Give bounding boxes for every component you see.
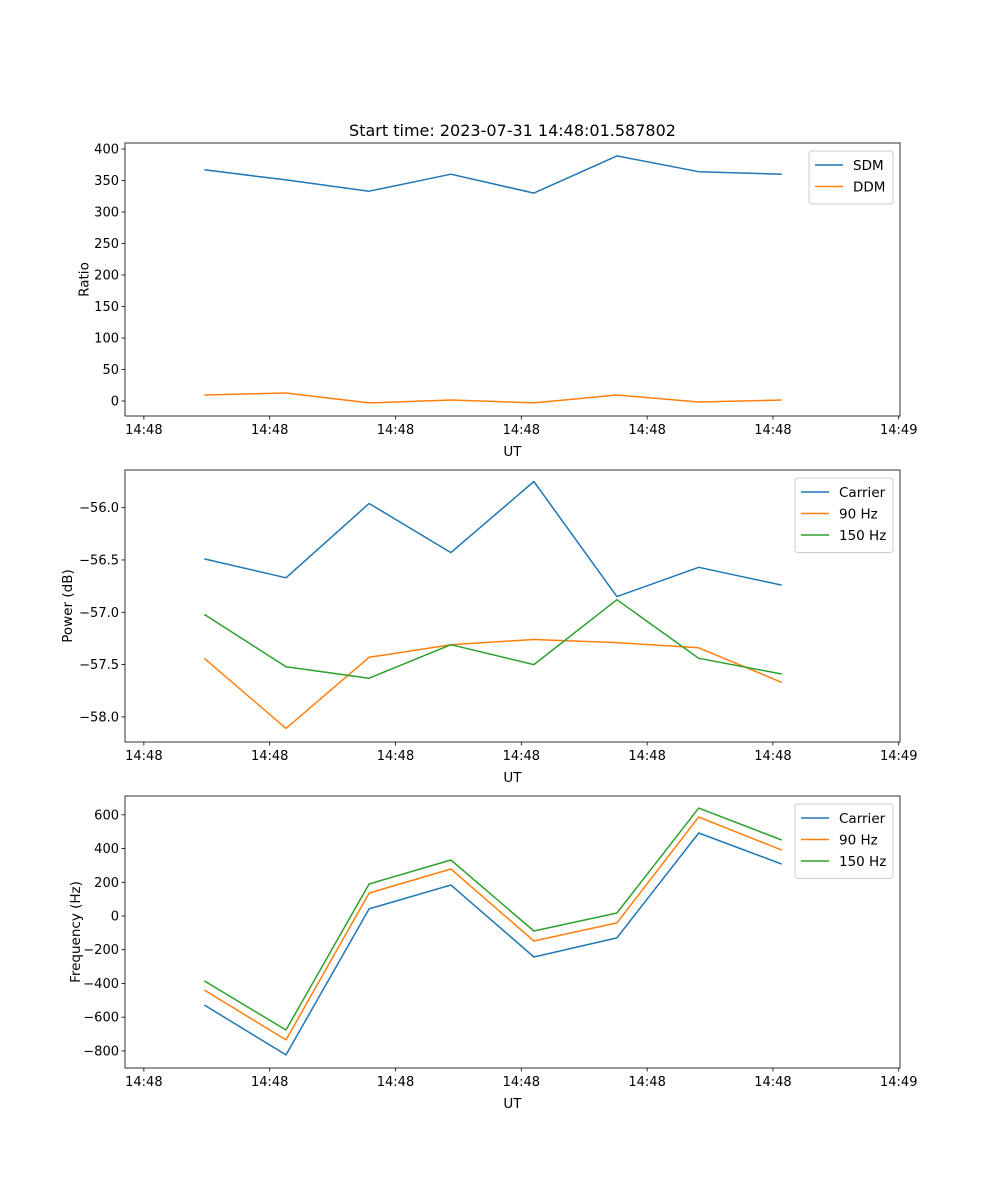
x-tick-label: 14:49 <box>880 423 917 438</box>
x-tick-label: 14:48 <box>125 749 162 764</box>
y-tick-label: −57.0 <box>79 606 119 621</box>
y-tick-label: −200 <box>83 943 119 958</box>
legend-box <box>794 803 894 879</box>
legend-label: DDM <box>853 180 885 196</box>
x-tick-label: 14:48 <box>503 1075 540 1090</box>
y-tick-label: 350 <box>94 174 119 189</box>
series-line-90-hz <box>203 816 782 1041</box>
x-tick-label: 14:48 <box>503 749 540 764</box>
y-tick-label: −400 <box>83 977 119 992</box>
y-tick-label: 300 <box>94 205 119 220</box>
legend-label: Carrier <box>839 485 886 501</box>
x-tick-label: 14:48 <box>377 749 414 764</box>
legend-label: 150 Hz <box>839 854 886 870</box>
y-tick-label: 400 <box>94 842 119 857</box>
y-tick-label: 400 <box>94 142 119 157</box>
y-tick-label: 600 <box>94 808 119 823</box>
legend: Carrier 90 Hz 150 Hz <box>794 477 894 553</box>
legend-label: 90 Hz <box>839 507 878 523</box>
x-tick-label: 14:48 <box>251 423 288 438</box>
x-axis-label: UT <box>503 1096 522 1112</box>
y-tick-label: 200 <box>94 268 119 283</box>
y-tick-label: 0 <box>111 909 119 924</box>
x-tick-label: 14:48 <box>377 1075 414 1090</box>
legend: Carrier 90 Hz 150 Hz <box>794 803 894 879</box>
x-tick-label: 14:48 <box>251 749 288 764</box>
subplot-3: 14:48 14:48 14:48 14:48 14:48 14:48 14:49 UT −80… <box>68 795 917 1112</box>
x-tick-label: 14:48 <box>377 423 414 438</box>
y-axis-label: Ratio <box>76 262 92 297</box>
x-tick-label: 14:48 <box>754 1075 791 1090</box>
legend-label: 150 Hz <box>839 528 886 544</box>
y-tick-label: 50 <box>102 363 119 378</box>
legend-label: SDM <box>853 158 884 174</box>
y-tick-label: 100 <box>94 332 119 347</box>
subplot-2: 14:48 14:48 14:48 14:48 14:48 14:48 14:49 UT −58… <box>60 469 917 786</box>
x-tick-label: 14:49 <box>880 749 917 764</box>
chart-title: Start time: 2023-07-31 14:48:01.587802 <box>349 121 676 140</box>
y-tick-label: 200 <box>94 876 119 891</box>
y-tick-label: 250 <box>94 237 119 252</box>
x-tick-label: 14:48 <box>251 1075 288 1090</box>
y-tick-label: 0 <box>111 395 119 410</box>
y-tick-label: 150 <box>94 300 119 315</box>
axes-frame <box>124 469 901 743</box>
legend: SDM DDM <box>808 150 894 205</box>
x-tick-label: 14:49 <box>880 1075 917 1090</box>
subplot-1: 14:48 14:48 14:48 14:48 14:48 14:48 14:49 UT 0 50… <box>76 142 917 460</box>
x-axis-label: UT <box>503 444 522 460</box>
axes-frame <box>124 142 901 417</box>
series-line-150-hz <box>203 598 782 679</box>
legend-box <box>794 477 894 553</box>
x-axis-label: UT <box>503 770 522 786</box>
x-tick-label: 14:48 <box>754 423 791 438</box>
series-line-carrier <box>204 480 782 598</box>
y-tick-label: −58.0 <box>79 710 119 725</box>
y-tick-label: −56.0 <box>79 501 119 516</box>
y-axis-label: Power (dB) <box>60 569 76 642</box>
y-tick-label: −57.5 <box>79 658 119 673</box>
series-line-sdm <box>204 155 782 194</box>
subplots: 14:48 14:48 14:48 14:48 14:48 14:48 14:49 UT 0 50… <box>60 142 917 1112</box>
x-tick-label: 14:48 <box>754 749 791 764</box>
x-tick-label: 14:48 <box>503 423 540 438</box>
x-tick-label: 14:48 <box>125 423 162 438</box>
x-tick-label: 14:48 <box>125 1075 162 1090</box>
y-axis-label: Frequency (Hz) <box>68 881 84 983</box>
x-tick-label: 14:48 <box>628 749 665 764</box>
legend-label: 90 Hz <box>839 833 878 849</box>
x-tick-label: 14:48 <box>628 1075 665 1090</box>
x-tick-label: 14:48 <box>628 423 665 438</box>
y-tick-label: −56.5 <box>79 553 119 568</box>
legend-label: Carrier <box>839 811 886 827</box>
series-line-carrier <box>203 832 782 1056</box>
series-line-90-hz <box>203 638 782 730</box>
series-line-150-hz <box>203 807 782 1031</box>
y-tick-label: −800 <box>83 1044 119 1059</box>
series-line-ddm <box>204 392 782 404</box>
y-tick-label: −600 <box>83 1011 119 1026</box>
axes-frame <box>124 795 901 1069</box>
